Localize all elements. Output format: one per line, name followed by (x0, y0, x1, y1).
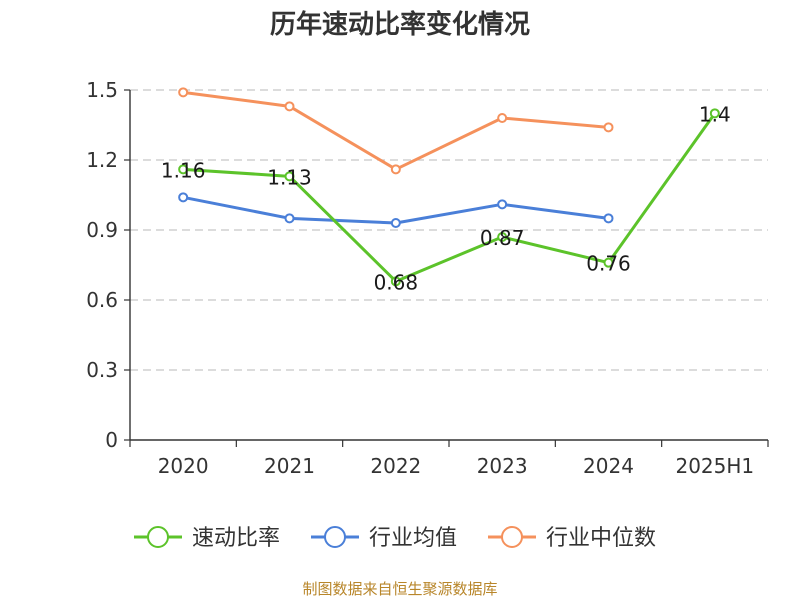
data-point (178, 87, 189, 98)
data-point (497, 199, 508, 210)
series-layer (178, 87, 720, 287)
y-tick-label: 0.3 (86, 358, 118, 382)
y-tick-label: 1.2 (86, 148, 118, 172)
data-point (497, 232, 508, 242)
x-tick-label: 2020 (158, 454, 209, 478)
y-tick-label: 0.6 (86, 288, 118, 312)
x-tick-label: 2023 (477, 454, 528, 478)
y-tick-label: 1.5 (86, 78, 118, 102)
y-tick-label: 0.9 (86, 218, 118, 242)
legend-item: 行业均值 (311, 526, 457, 551)
x-tick-label: 2024 (583, 454, 634, 478)
data-label: 1.4 (699, 102, 731, 126)
series-0 (178, 108, 720, 287)
data-point (284, 171, 295, 182)
data-point (390, 218, 401, 228)
series-line (183, 112, 717, 283)
legend-marker (147, 526, 169, 548)
legend-label: 行业中位数 (546, 526, 656, 551)
data-point (284, 213, 295, 224)
data-point (284, 101, 295, 112)
data-point (497, 113, 508, 123)
data-point (603, 257, 614, 268)
legend: 速动比率 行业均值 行业中位数 (134, 526, 656, 551)
y-tick-label: 0 (105, 428, 118, 452)
series-line (182, 90, 609, 171)
data-point (178, 192, 189, 203)
chart-title: 历年速动比率变化情况 (270, 9, 530, 40)
data-labels: 1.16 1.13 0.68 0.87 0.76 1.4 (161, 102, 731, 294)
axes: 0 0.3 0.6 0.9 1.2 1.5 2020 2021 2022 2023 2024 2025… (86, 78, 769, 478)
x-tick-label: 2025H1 (675, 454, 754, 478)
legend-marker (324, 526, 346, 548)
data-label: 1.16 (161, 158, 206, 182)
legend-marker (501, 526, 523, 548)
legend-item: 行业中位数 (488, 526, 656, 551)
x-tick-label: 2021 (264, 454, 315, 478)
data-label: 0.76 (586, 252, 631, 276)
data-point (603, 122, 614, 133)
source-note: 制图数据来自恒生聚源数据库 (302, 580, 497, 598)
data-label: 0.87 (480, 226, 525, 250)
data-point (178, 164, 189, 175)
data-label: 1.13 (267, 165, 312, 189)
legend-label: 速动比率 (192, 526, 280, 551)
series-1 (178, 192, 614, 228)
x-tick-label: 2022 (370, 454, 421, 478)
legend-label: 行业均值 (369, 526, 457, 551)
data-label: 0.68 (374, 270, 419, 294)
legend-item: 速动比率 (134, 526, 280, 551)
data-point (709, 108, 720, 119)
grid-lines (130, 89, 768, 371)
data-point (390, 164, 401, 175)
data-point (390, 276, 401, 287)
series-2 (178, 87, 614, 175)
data-point (603, 213, 614, 224)
